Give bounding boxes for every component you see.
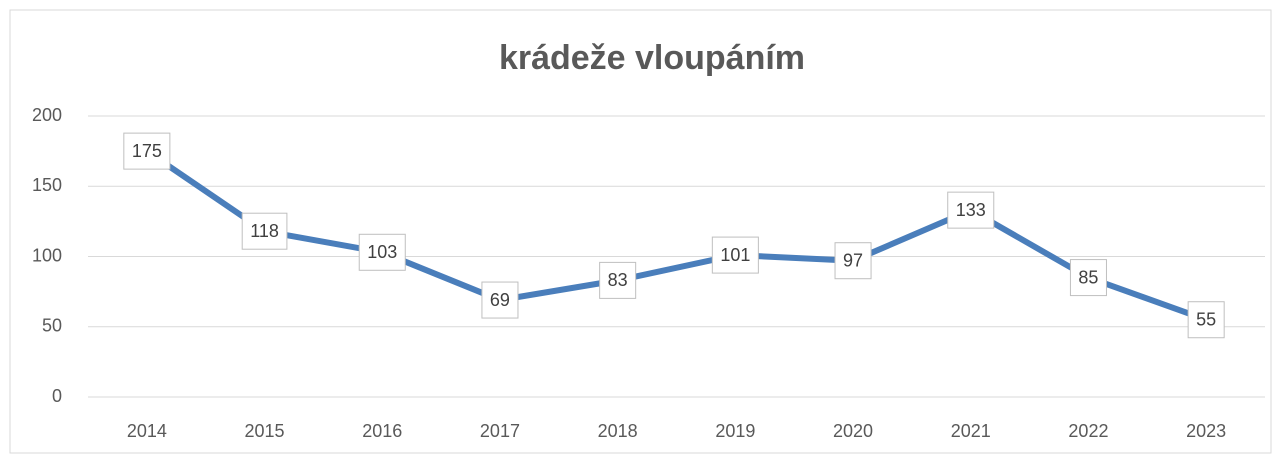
chart-frame — [9, 9, 1272, 454]
data-label-box — [481, 281, 519, 319]
x-tick-label: 2019 — [715, 421, 755, 441]
y-tick-label: 50 — [42, 316, 62, 336]
data-label: 118 — [250, 221, 279, 241]
x-tick-label: 2021 — [951, 421, 991, 441]
x-tick-label: 2014 — [127, 421, 167, 441]
x-tick-label: 2023 — [1186, 421, 1226, 441]
data-label-box — [711, 236, 759, 274]
data-label-box — [1187, 301, 1225, 339]
y-tick-label: 0 — [52, 386, 62, 406]
data-label: 175 — [132, 141, 162, 161]
data-label-box — [123, 132, 171, 170]
data-label: 55 — [1196, 309, 1216, 329]
x-tick-label: 2015 — [245, 421, 285, 441]
y-tick-label: 100 — [32, 245, 62, 265]
data-label-box — [834, 242, 872, 280]
data-label: 97 — [843, 250, 863, 270]
y-tick-label: 150 — [32, 175, 62, 195]
x-tick-label: 2020 — [833, 421, 873, 441]
data-label: 69 — [490, 290, 510, 310]
data-label: 83 — [608, 270, 628, 290]
data-line — [143, 148, 1210, 323]
data-label-box — [1069, 259, 1107, 297]
data-label-box — [241, 212, 288, 250]
data-label-box — [358, 233, 406, 271]
data-label: 133 — [956, 200, 986, 220]
x-tick-label: 2022 — [1068, 421, 1108, 441]
y-tick-label: 200 — [32, 105, 62, 125]
data-label-box — [599, 261, 637, 299]
x-tick-label: 2016 — [362, 421, 402, 441]
data-label: 103 — [367, 242, 397, 262]
data-label: 101 — [720, 245, 750, 265]
chart-title: krádeže vloupáním — [499, 39, 805, 77]
x-tick-label: 2018 — [598, 421, 638, 441]
data-label-box — [947, 191, 995, 229]
x-tick-label: 2017 — [480, 421, 520, 441]
data-label: 85 — [1078, 267, 1098, 287]
